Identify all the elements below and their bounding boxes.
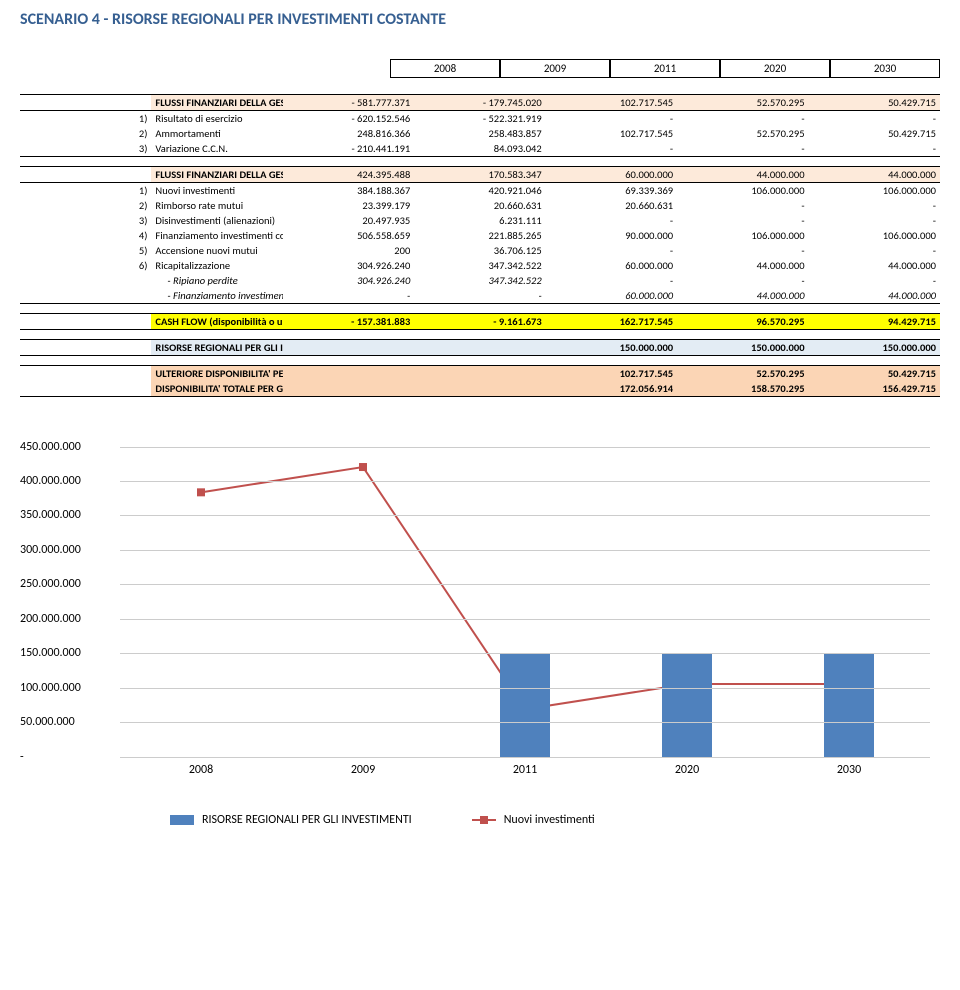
- year-col: 2020: [720, 59, 830, 78]
- table-row: 2)Rimborso rate mutui23.399.17920.660.63…: [20, 198, 940, 213]
- totale-row: DISPONIBILITA' TOTALE PER GLI INVESTIMEN…: [20, 381, 940, 397]
- gridline: [120, 722, 930, 723]
- chart-bar: [500, 653, 550, 756]
- year-col: 2011: [610, 59, 720, 78]
- chart: 450.000.000400.000.000350.000.000300.000…: [20, 447, 940, 827]
- y-tick-label: 250.000.000: [20, 577, 115, 591]
- table-row: 6)Ricapitalizzazione304.926.240347.342.5…: [20, 258, 940, 273]
- chart-marker: [197, 488, 205, 496]
- ulteriore-row: ULTERIORE DISPONIBILITA' PER GLI INVESTI…: [20, 365, 940, 381]
- cell: - 581.777.371: [283, 94, 414, 110]
- y-tick-label: 300.000.000: [20, 543, 115, 557]
- table-row: 3)Disinvestimenti (alienazioni)20.497.93…: [20, 213, 940, 228]
- cell: 50.429.715: [809, 94, 940, 110]
- page-title: SCENARIO 4 - RISORSE REGIONALI PER INVES…: [20, 10, 940, 29]
- y-tick-label: 100.000.000: [20, 681, 115, 695]
- cell: 102.717.545: [546, 94, 677, 110]
- chart-legend: RISORSE REGIONALI PER GLI INVESTIMENTI N…: [170, 813, 930, 827]
- y-tick-label: 400.000.000: [20, 474, 115, 488]
- y-tick-label: 150.000.000: [20, 646, 115, 660]
- section2-label: FLUSSI FINANZIARI DELLA GESTIONE DEGLI I…: [151, 166, 282, 182]
- year-col: 2009: [500, 59, 610, 78]
- x-tick-label: 2030: [768, 763, 930, 777]
- gridline: [120, 515, 930, 516]
- legend-label: RISORSE REGIONALI PER GLI INVESTIMENTI: [202, 813, 412, 827]
- section1-header: FLUSSI FINANZIARI DELLA GESTIONE CORRENT…: [20, 94, 940, 110]
- x-tick-label: 2011: [444, 763, 606, 777]
- gridline: [120, 447, 930, 448]
- table-row: - Ripiano perdite304.926.240347.342.522-…: [20, 273, 940, 288]
- gridline: [120, 550, 930, 551]
- x-tick-label: 2020: [606, 763, 768, 777]
- years-header: 2008 2009 2011 2020 2030: [20, 59, 940, 78]
- year-col: 2030: [830, 59, 940, 78]
- line-swatch-icon: [472, 819, 496, 821]
- legend-item-line: Nuovi investimenti: [472, 813, 595, 827]
- legend-item-bars: RISORSE REGIONALI PER GLI INVESTIMENTI: [170, 813, 412, 827]
- table-row: - Finanziamento investimenti pregressi--…: [20, 288, 940, 304]
- x-tick-label: 2008: [120, 763, 282, 777]
- x-tick-label: 2009: [282, 763, 444, 777]
- gridline: [120, 653, 930, 654]
- table-row: 1)Nuovi investimenti384.188.367420.921.0…: [20, 182, 940, 198]
- risorse-row: RISORSE REGIONALI PER GLI INVESTIMENTI15…: [20, 339, 940, 355]
- gridline: [120, 619, 930, 620]
- y-tick-label: 200.000.000: [20, 612, 115, 626]
- y-tick-label: 450.000.000: [20, 440, 115, 454]
- gridline: [120, 688, 930, 689]
- table-row: 5)Accensione nuovi mutui20036.706.125---: [20, 243, 940, 258]
- y-tick-label: 350.000.000: [20, 508, 115, 522]
- cell: - 179.745.020: [414, 94, 545, 110]
- y-tick-label: 50.000.000: [20, 715, 115, 729]
- financial-table: FLUSSI FINANZIARI DELLA GESTIONE CORRENT…: [20, 84, 940, 397]
- table-row: 4)Finanziamento investimenti correnti506…: [20, 228, 940, 243]
- chart-marker: [359, 463, 367, 471]
- gridline: [120, 584, 930, 585]
- gridline: [120, 481, 930, 482]
- year-col: 2008: [390, 59, 500, 78]
- chart-bar: [662, 653, 712, 756]
- cell: 52.570.295: [677, 94, 808, 110]
- y-tick-label: -: [20, 750, 115, 764]
- table-row: 1)Risultato di esercizio- 620.152.546- 5…: [20, 110, 940, 126]
- cashflow-row: CASH FLOW (disponibilità o ulteriore fab…: [20, 313, 940, 329]
- chart-bar: [824, 653, 874, 756]
- table-row: 3)Variazione C.C.N.- 210.441.19184.093.0…: [20, 141, 940, 157]
- gridline: [120, 757, 930, 758]
- legend-label: Nuovi investimenti: [504, 813, 595, 827]
- section2-header: FLUSSI FINANZIARI DELLA GESTIONE DEGLI I…: [20, 166, 940, 182]
- bar-swatch-icon: [170, 815, 194, 825]
- section1-label: FLUSSI FINANZIARI DELLA GESTIONE CORRENT…: [151, 94, 282, 110]
- table-row: 2)Ammortamenti248.816.366258.483.857102.…: [20, 126, 940, 141]
